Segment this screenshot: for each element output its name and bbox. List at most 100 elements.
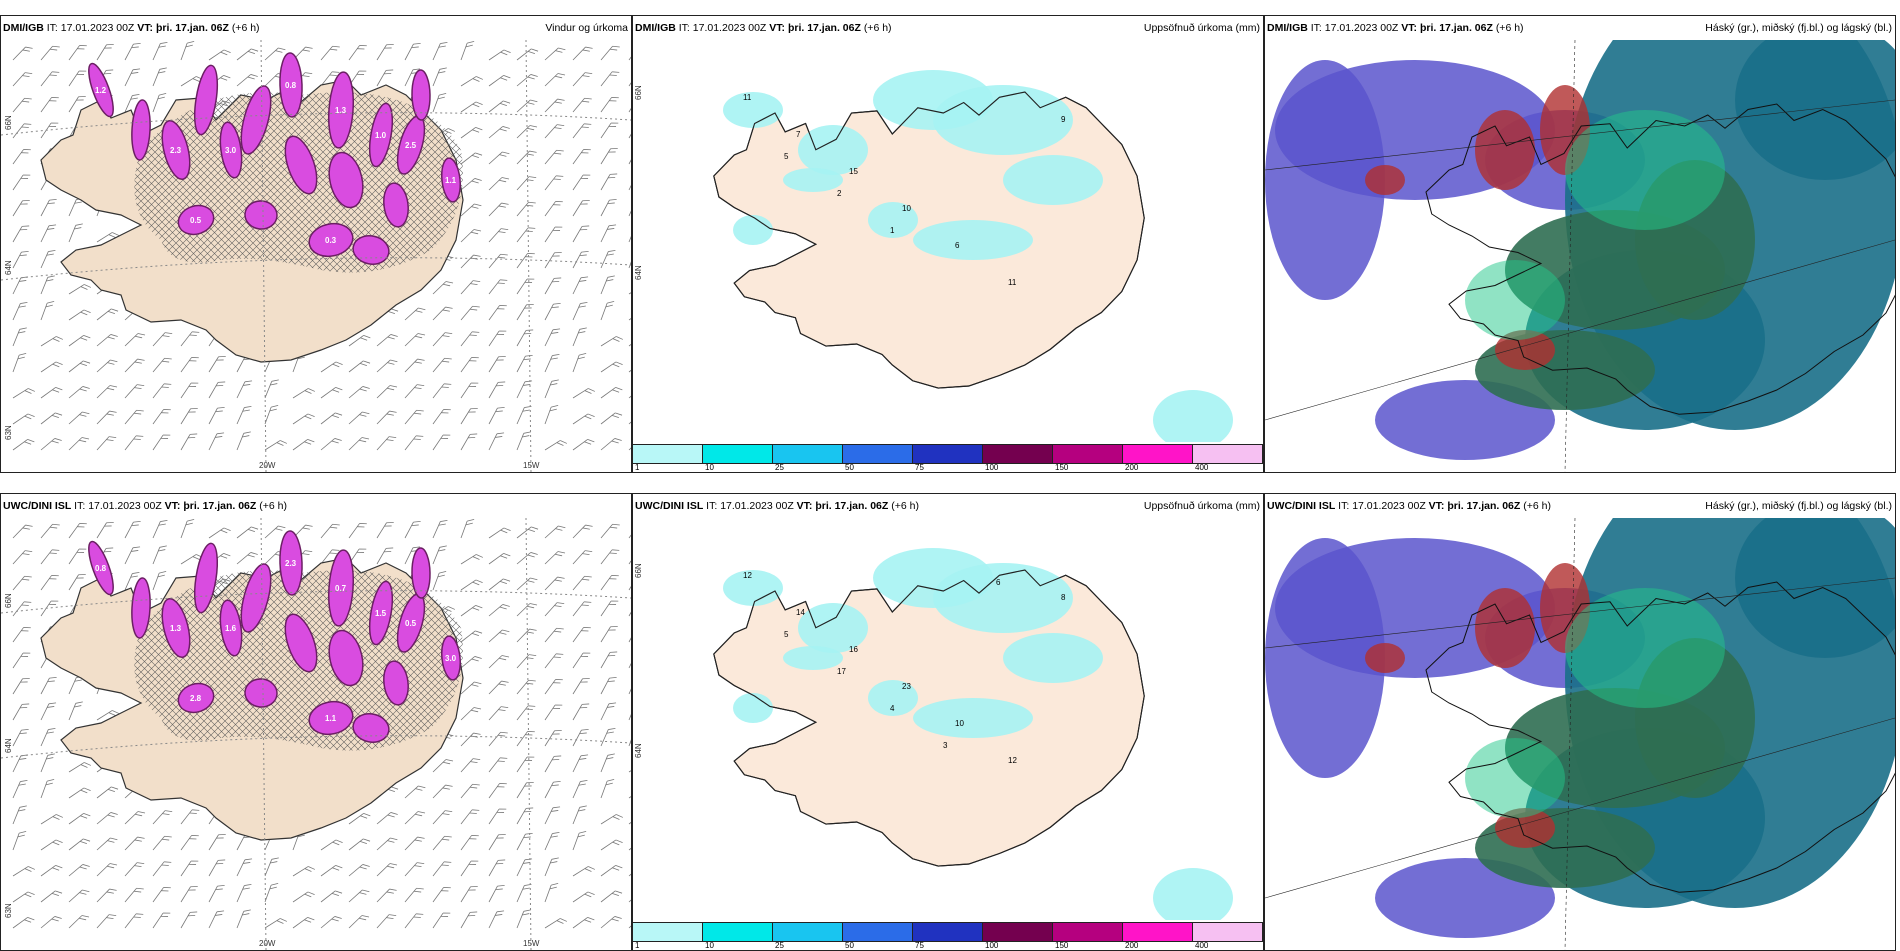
wind-barb — [628, 335, 631, 347]
precip-cell — [352, 713, 390, 743]
wind-barb — [376, 44, 394, 61]
precip-value-label: 3.0 — [225, 146, 237, 155]
wind-precip-map[interactable]: 1.2 2.3 3.0 0.8 1.3 1.0 2.5 0.5 0.3 1.1 20W 15W 66N 6… — [1, 40, 631, 472]
panel-title: Háský (gr.), miðský (fj.bl.) og lágský (… — [1705, 500, 1892, 512]
wind-barb — [12, 550, 33, 565]
wind-barb — [488, 100, 511, 113]
wind-barb — [96, 232, 120, 243]
colorbar-swatch — [1053, 923, 1123, 941]
wind-barb — [544, 379, 559, 399]
wind-barb — [404, 836, 425, 851]
wind-barb — [516, 807, 534, 825]
panel-header: DMI/IGB IT: 17.01.2023 00Z VT: þri. 17.j… — [1, 16, 631, 40]
precip-cell — [308, 700, 354, 736]
wind-barb — [152, 570, 167, 591]
wind-barb — [516, 405, 532, 425]
wind-barb — [572, 413, 595, 425]
wind-barb — [68, 70, 87, 87]
wind-barb — [292, 917, 315, 929]
wind-barb — [544, 124, 565, 139]
accum-value-label: 16 — [849, 645, 858, 654]
wind-barb — [40, 224, 57, 243]
accum-value-label: 11 — [743, 93, 752, 102]
wind-barb — [12, 174, 31, 191]
wind-barb — [432, 383, 452, 399]
wind-barb — [516, 628, 537, 643]
wind-barb — [628, 915, 631, 929]
wind-barb — [432, 92, 447, 113]
precip-cell — [131, 99, 151, 161]
forecast-step: (+6 h) — [259, 500, 287, 512]
wind-barb — [68, 762, 92, 773]
init-time: 17.01.2023 00Z — [1324, 22, 1399, 34]
wind-barb — [68, 96, 86, 113]
wind-barb — [488, 49, 511, 61]
wind-barb — [12, 830, 27, 851]
wind-barb — [40, 865, 63, 877]
wind-barb — [544, 252, 562, 269]
wind-barb — [460, 178, 482, 191]
wind-barb — [152, 67, 167, 87]
wind-barb — [292, 891, 315, 903]
precip-value-label: 1.2 — [95, 86, 107, 95]
wind-barb — [600, 916, 622, 929]
cloud-cover-map[interactable] — [1265, 518, 1895, 950]
wind-barb — [124, 384, 145, 399]
cloud-layer-area — [1735, 40, 1895, 180]
colorbar-tick: 25 — [775, 463, 784, 472]
wind-barb — [432, 784, 453, 799]
wind-barb — [460, 554, 484, 565]
wind-barb — [628, 411, 631, 425]
wind-barb — [460, 707, 482, 721]
wind-barb — [292, 388, 316, 399]
wind-barb — [12, 917, 35, 929]
wind-barb — [600, 702, 617, 721]
accum-precip-map[interactable]: 12 14 16 23 10 12 8 5 17 4 3 6 66N 64N — [633, 518, 1263, 920]
precip-value-label: 1.0 — [375, 131, 387, 140]
wind-barb — [12, 627, 31, 643]
accum-precip-map[interactable]: 11 7 15 10 6 11 9 5 2 1 66N 64N — [633, 40, 1263, 442]
wind-barb — [376, 436, 397, 451]
precip-value-label: 1.1 — [445, 176, 457, 185]
precip-area — [868, 202, 918, 238]
wind-barb — [40, 198, 57, 217]
wind-barb — [628, 386, 631, 399]
wind-barb — [516, 278, 535, 295]
wind-barb — [516, 883, 532, 903]
colorbar-ticks: 1 10 25 50 75 100 150 200 400 — [633, 941, 1263, 950]
model-name: DMI/IGB — [1267, 22, 1308, 34]
cloud-cover-map[interactable] — [1265, 40, 1895, 472]
precip-cell — [441, 157, 461, 203]
model-name: UWC/DINI ISL — [635, 500, 704, 512]
wind-barb — [600, 173, 618, 191]
iceland-outline — [1425, 103, 1895, 415]
precip-cell — [279, 530, 303, 596]
wind-barb — [180, 886, 198, 903]
wind-barb — [628, 70, 631, 87]
precip-value-label: 1.1 — [325, 714, 337, 723]
precip-area — [1003, 633, 1103, 683]
wind-barb — [348, 386, 370, 399]
wind-barb — [68, 45, 87, 61]
lat-axis-label: 66N — [4, 593, 13, 608]
wind-barb — [376, 547, 394, 565]
wind-barb — [180, 835, 199, 851]
iceland-outline — [1425, 581, 1895, 893]
wind-barb — [516, 832, 533, 851]
wind-barb — [488, 177, 510, 191]
colorbar-tick: 10 — [705, 941, 714, 950]
panel-title: Háský (gr.), miðský (fj.bl.) og lágský (… — [1705, 22, 1892, 34]
wind-barb — [460, 203, 482, 217]
wind-barb — [460, 127, 483, 139]
model-name: UWC/DINI ISL — [1267, 500, 1336, 512]
wind-barb — [460, 579, 483, 591]
valid-time: þri. 17.jan. 06Z — [1447, 500, 1521, 512]
precip-value-label: 2.3 — [285, 559, 297, 568]
wind-barb — [208, 381, 226, 399]
model-name: DMI/IGB — [635, 22, 676, 34]
wind-precip-map[interactable]: 0.8 1.3 1.6 2.3 0.7 1.5 0.5 2.8 1.1 3.0 20W 15W 66N 6… — [1, 518, 631, 950]
wind-barb — [572, 250, 589, 269]
precip-area — [1153, 390, 1233, 442]
wind-barb — [628, 838, 631, 851]
wind-barb — [348, 813, 371, 825]
